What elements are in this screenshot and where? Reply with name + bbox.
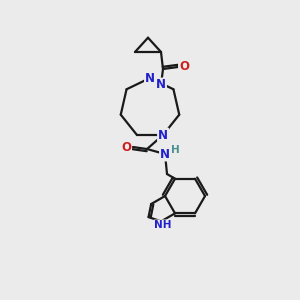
Text: NH: NH xyxy=(154,220,172,230)
Text: N: N xyxy=(145,71,155,85)
Text: O: O xyxy=(121,140,131,154)
Text: H: H xyxy=(171,145,179,155)
Text: N: N xyxy=(160,148,170,160)
Text: N: N xyxy=(158,128,168,142)
Text: O: O xyxy=(179,61,189,74)
Text: N: N xyxy=(156,79,166,92)
